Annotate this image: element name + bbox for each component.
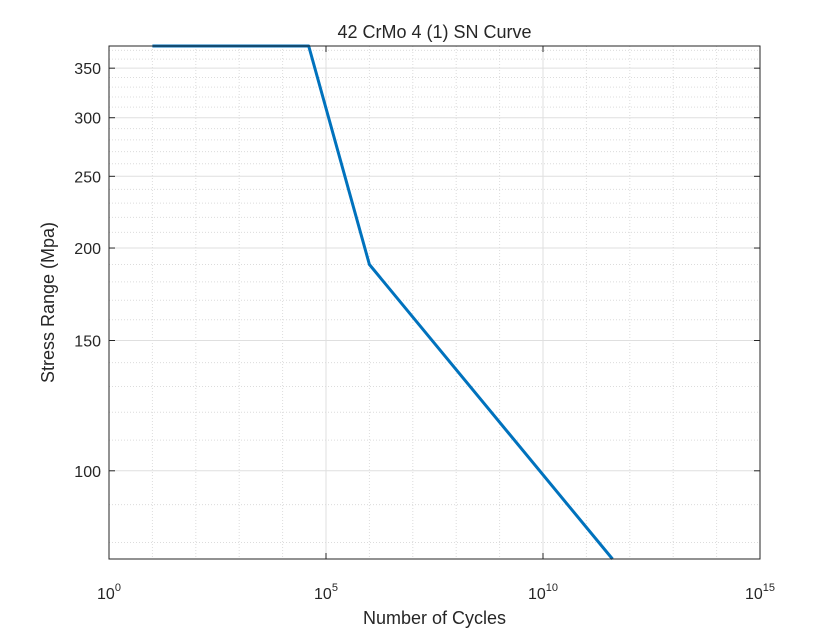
grid-layer (109, 46, 760, 559)
y-tick-label: 300 (74, 111, 101, 128)
y-axis-label: Stress Range (Mpa) (38, 222, 58, 383)
y-tick-label: 200 (74, 241, 101, 258)
plot-frame (108, 45, 761, 560)
chart-title: 42 CrMo 4 (1) SN Curve (337, 22, 531, 42)
x-tick-label: 100 (97, 582, 121, 603)
y-tick-label: 150 (74, 333, 101, 350)
x-tick-label: 105 (314, 582, 338, 603)
y-tick-label: 350 (74, 61, 101, 78)
x-tick-label: 1015 (745, 582, 775, 603)
x-axis-label: Number of Cycles (363, 608, 506, 628)
tick-layer: 100 105 1010 1015 100 150 200 250 300 350 (74, 46, 775, 603)
y-tick-label: 250 (74, 169, 101, 186)
y-tick-label: 100 (74, 464, 101, 481)
x-tick-label: 1010 (528, 582, 558, 603)
